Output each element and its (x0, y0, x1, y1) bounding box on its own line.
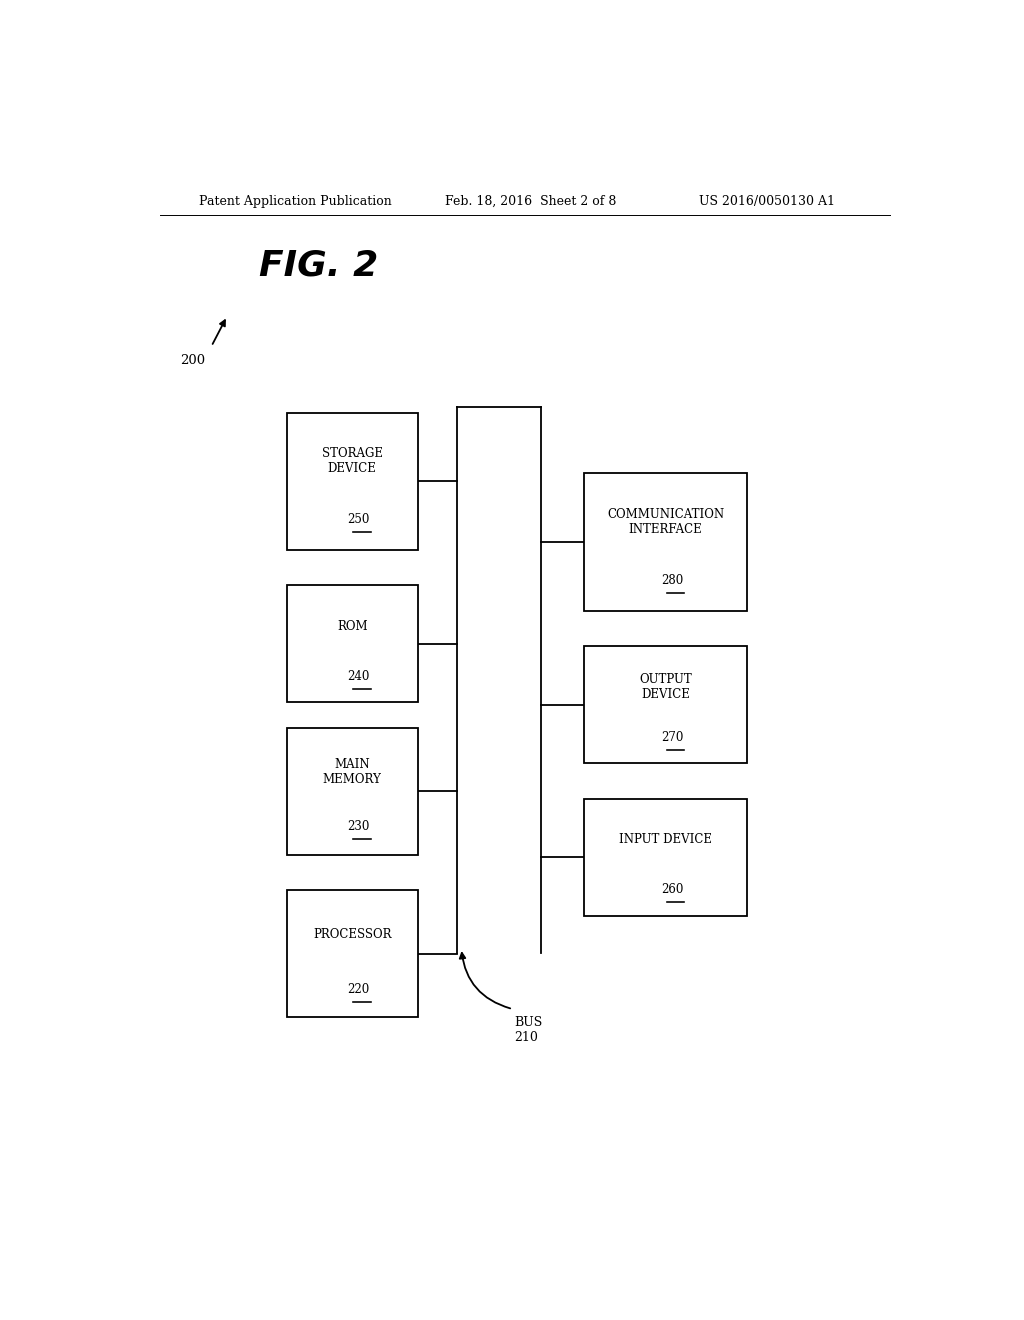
Text: MAIN
MEMORY: MAIN MEMORY (323, 758, 382, 785)
Text: BUS
210: BUS 210 (514, 1016, 543, 1044)
Text: COMMUNICATION
INTERFACE: COMMUNICATION INTERFACE (607, 507, 724, 536)
Text: FIG. 2: FIG. 2 (259, 248, 378, 282)
Text: 260: 260 (660, 883, 683, 896)
Text: OUTPUT
DEVICE: OUTPUT DEVICE (639, 673, 692, 701)
Text: 250: 250 (347, 513, 370, 527)
Text: PROCESSOR: PROCESSOR (313, 928, 391, 941)
Bar (585, 647, 746, 763)
Text: 200: 200 (180, 354, 206, 367)
Text: ROM: ROM (337, 619, 368, 632)
Bar (287, 585, 418, 702)
Text: INPUT DEVICE: INPUT DEVICE (620, 833, 712, 846)
Text: 270: 270 (660, 731, 683, 744)
Bar (287, 727, 418, 854)
Bar (287, 413, 418, 549)
Text: Feb. 18, 2016  Sheet 2 of 8: Feb. 18, 2016 Sheet 2 of 8 (445, 194, 616, 207)
Bar (585, 799, 746, 916)
Text: 240: 240 (347, 671, 370, 682)
Text: US 2016/0050130 A1: US 2016/0050130 A1 (699, 194, 836, 207)
Text: 280: 280 (660, 574, 683, 587)
Text: 220: 220 (347, 983, 370, 995)
Text: STORAGE
DEVICE: STORAGE DEVICE (322, 446, 383, 474)
Bar (287, 890, 418, 1018)
Text: Patent Application Publication: Patent Application Publication (200, 194, 392, 207)
Bar (585, 474, 746, 611)
Text: 230: 230 (347, 820, 370, 833)
